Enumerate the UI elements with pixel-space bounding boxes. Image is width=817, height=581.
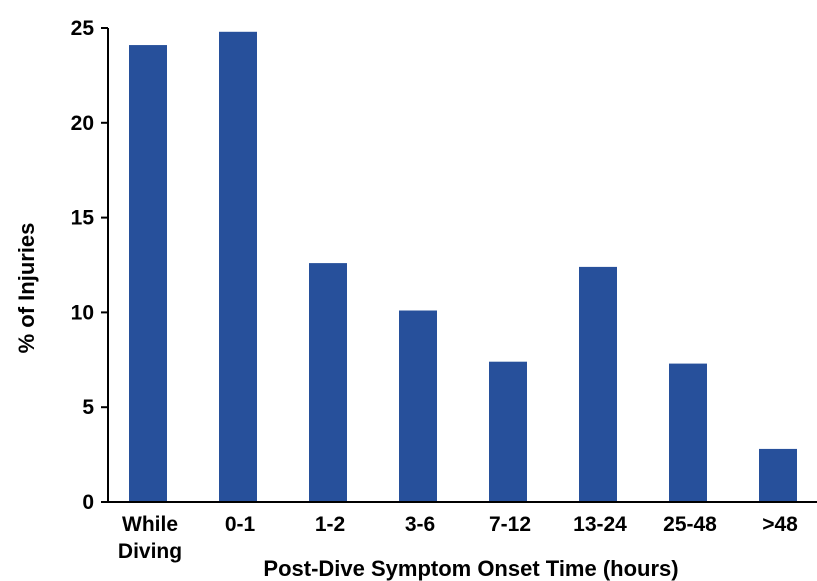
x-tick-label: 13-24 xyxy=(573,513,627,536)
y-tick-label: 15 xyxy=(71,207,95,230)
y-tick-label: 5 xyxy=(82,396,94,419)
bar xyxy=(129,45,167,503)
x-tick-label: 25-48 xyxy=(663,513,717,536)
x-tick-label: 1-2 xyxy=(315,513,345,536)
bar xyxy=(579,266,617,502)
x-tick-label: While xyxy=(122,513,178,536)
y-ticks-group: 0 5 10 15 20 25 xyxy=(71,17,108,514)
bar xyxy=(309,263,347,502)
bar xyxy=(399,310,437,502)
y-tick-label: 25 xyxy=(71,17,95,40)
x-tick-label: Diving xyxy=(118,540,182,563)
x-tick-label: 3-6 xyxy=(405,513,435,536)
bar xyxy=(219,31,257,503)
x-tick-label: 7-12 xyxy=(489,513,531,536)
x-tick-label: >48 xyxy=(762,513,798,536)
bar xyxy=(669,363,707,502)
y-tick-label: 0 xyxy=(82,491,94,514)
y-tick-label: 20 xyxy=(71,112,94,135)
x-tick-label: 0-1 xyxy=(225,513,256,536)
bar xyxy=(489,361,527,502)
bars-group xyxy=(129,31,797,503)
bar xyxy=(759,448,797,502)
y-axis-title: % of Injuries xyxy=(14,223,39,354)
y-tick-label: 10 xyxy=(71,301,94,324)
x-labels-group: While Diving 0-1 1-2 3-6 7-12 13-24 25-48 >48 xyxy=(118,513,798,563)
x-axis-title: Post-Dive Symptom Onset Time (hours) xyxy=(263,556,678,581)
